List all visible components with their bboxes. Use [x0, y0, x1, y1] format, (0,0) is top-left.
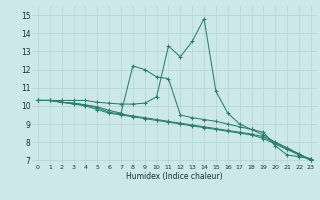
X-axis label: Humidex (Indice chaleur): Humidex (Indice chaleur) [126, 172, 223, 181]
